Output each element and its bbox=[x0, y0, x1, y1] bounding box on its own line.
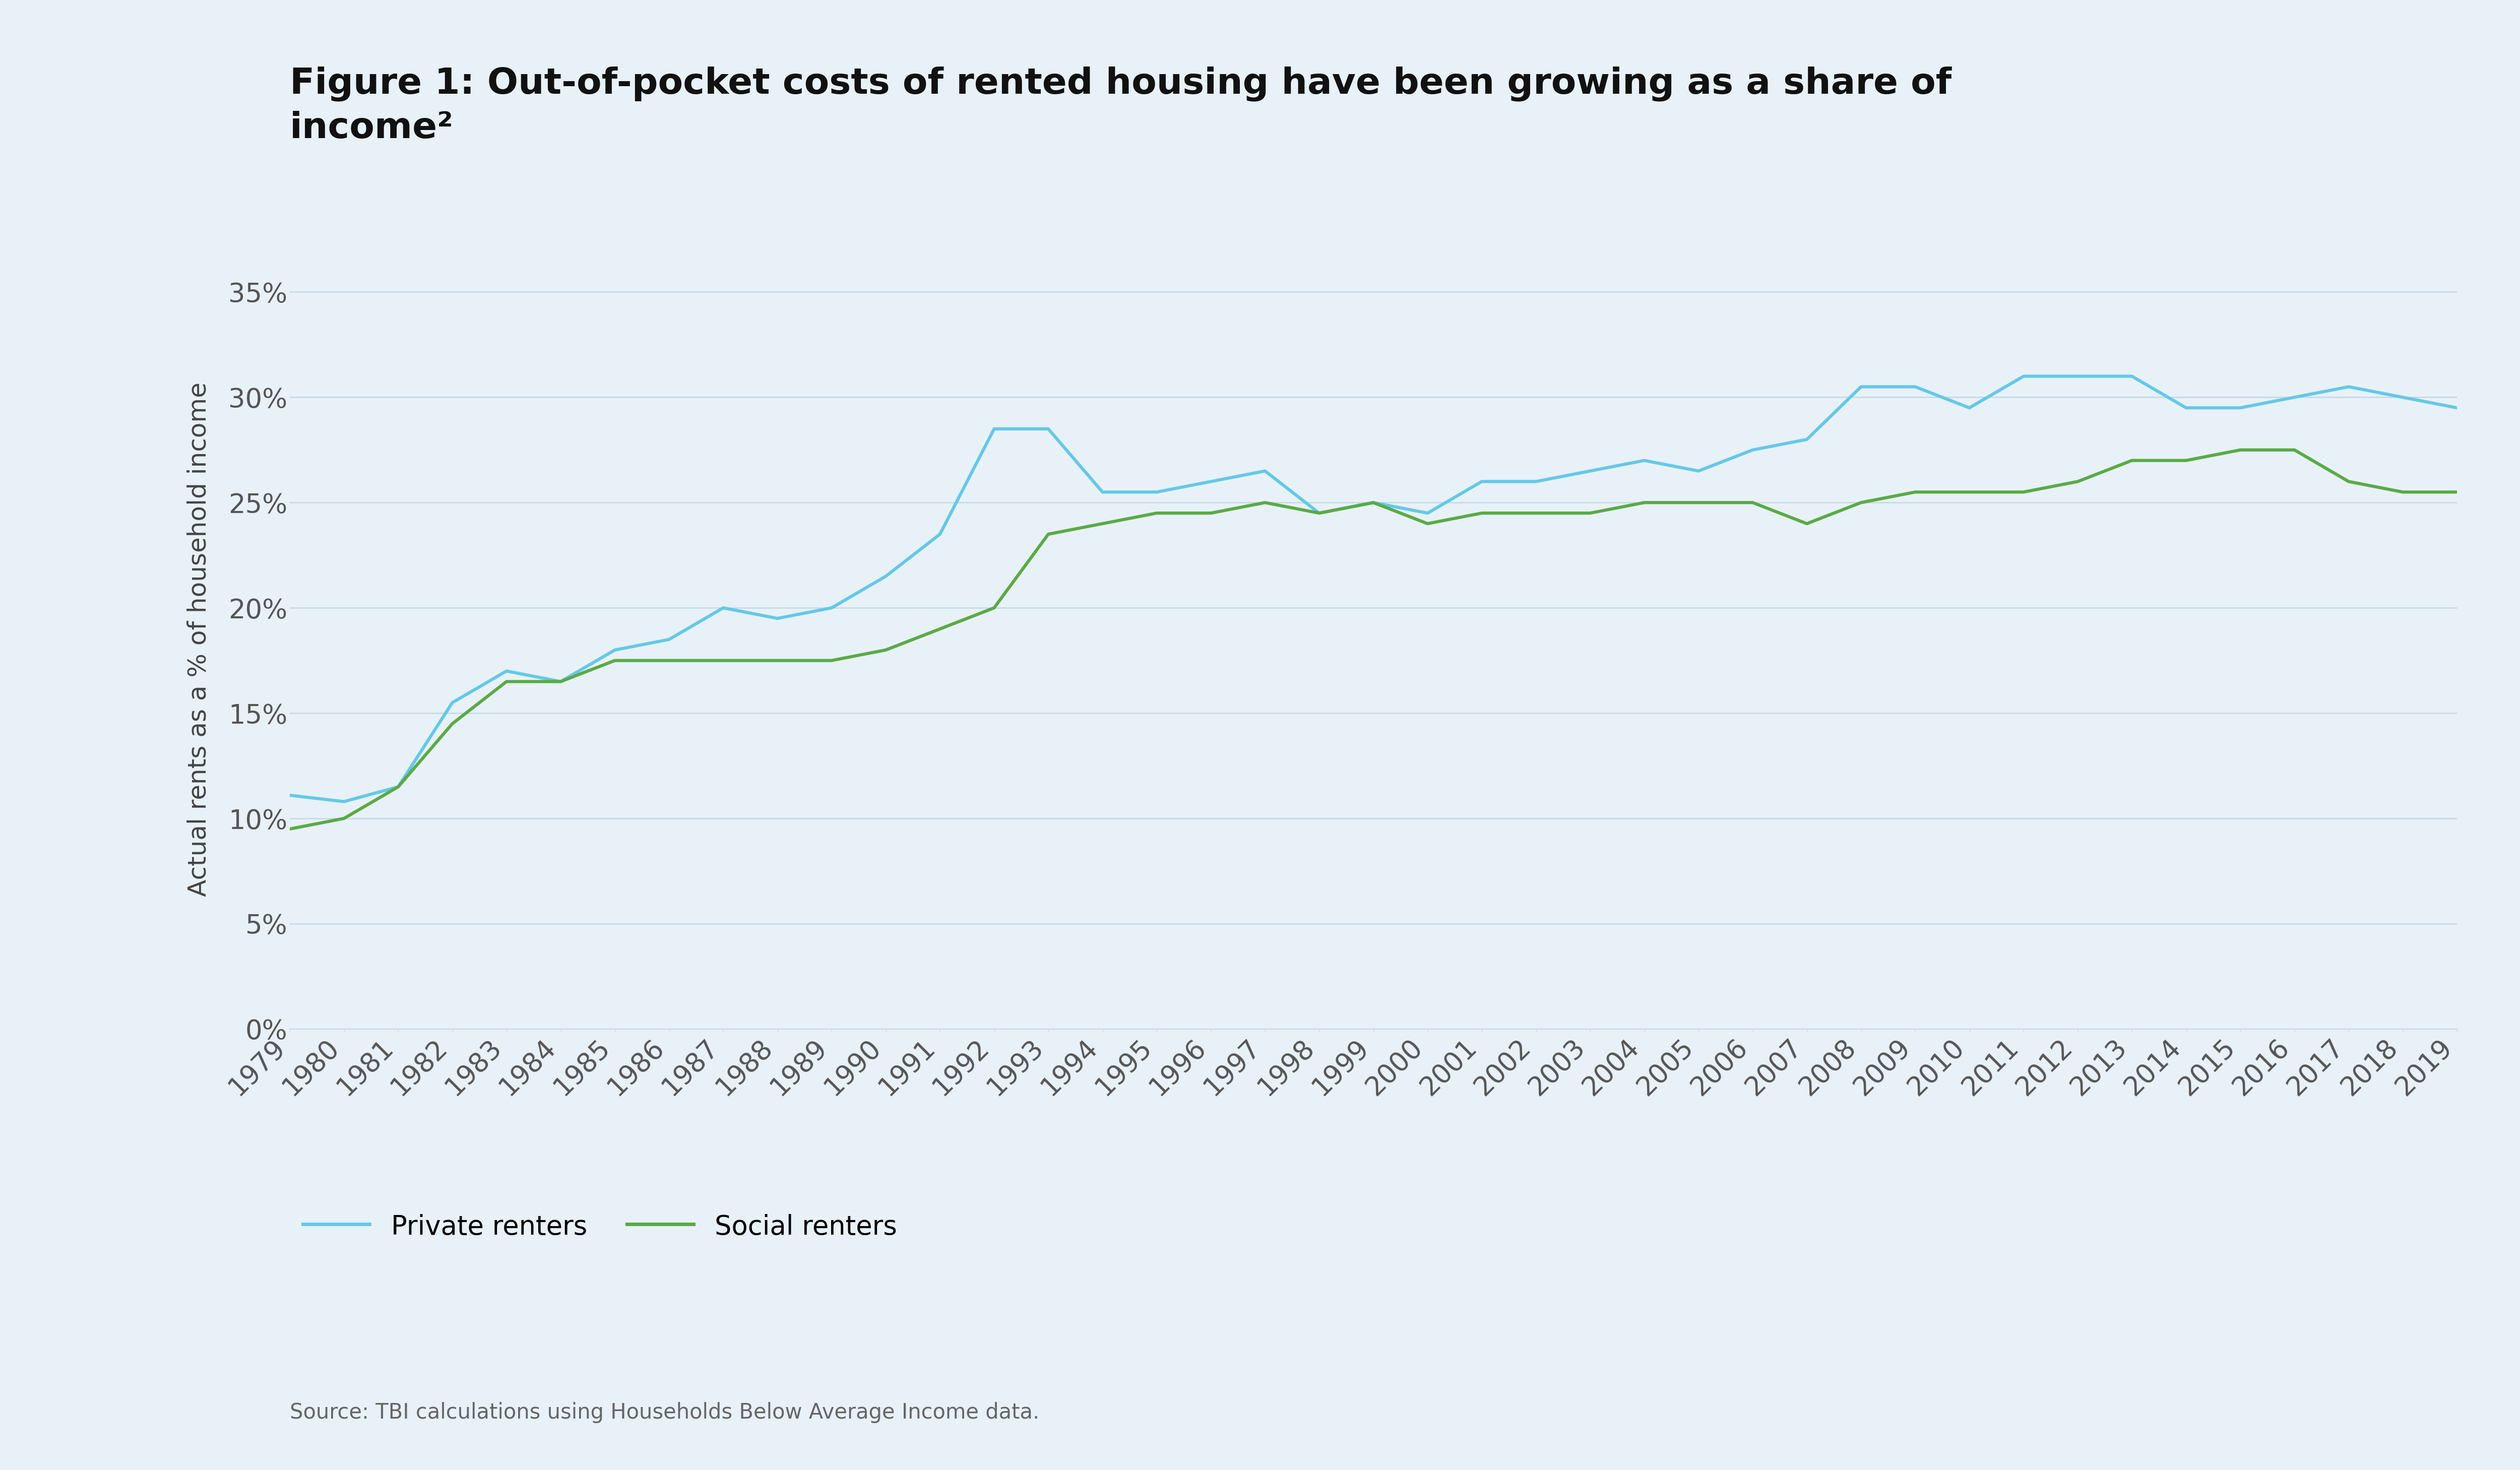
Social renters bbox=[1358, 494, 1389, 512]
Social renters bbox=[2008, 484, 2039, 501]
Private renters bbox=[872, 567, 902, 585]
Private renters bbox=[328, 792, 360, 810]
Social renters bbox=[2172, 451, 2202, 469]
Private renters bbox=[2442, 398, 2472, 416]
Social renters bbox=[491, 673, 522, 691]
Social renters bbox=[1630, 494, 1661, 512]
Private renters bbox=[1358, 494, 1389, 512]
Text: Source: TBI calculations using Households Below Average Income data.: Source: TBI calculations using Household… bbox=[290, 1402, 1038, 1423]
Social renters bbox=[1197, 504, 1227, 522]
Private renters bbox=[2008, 368, 2039, 385]
Social renters bbox=[2442, 484, 2472, 501]
Private renters bbox=[1900, 378, 1930, 395]
Private renters bbox=[2225, 398, 2255, 416]
Social renters bbox=[1845, 494, 1875, 512]
Social renters bbox=[761, 651, 791, 669]
Private renters bbox=[925, 525, 955, 542]
Private renters bbox=[1845, 378, 1875, 395]
Private renters bbox=[1739, 441, 1769, 459]
Social renters bbox=[1142, 504, 1172, 522]
Line: Private renters: Private renters bbox=[290, 376, 2457, 801]
Social renters bbox=[1411, 514, 1441, 532]
Social renters bbox=[1792, 514, 1822, 532]
Social renters bbox=[655, 651, 685, 669]
Social renters bbox=[275, 820, 305, 838]
Social renters bbox=[708, 651, 738, 669]
Social renters bbox=[600, 651, 630, 669]
Private renters bbox=[1142, 484, 1172, 501]
Private renters bbox=[600, 641, 630, 659]
Social renters bbox=[1739, 494, 1769, 512]
Social renters bbox=[1250, 494, 1280, 512]
Social renters bbox=[1467, 504, 1497, 522]
Private renters bbox=[2061, 368, 2092, 385]
Social renters bbox=[544, 673, 575, 691]
Private renters bbox=[1089, 484, 1119, 501]
Private renters bbox=[1305, 504, 1336, 522]
Social renters bbox=[925, 620, 955, 638]
Private renters bbox=[2334, 378, 2364, 395]
Private renters bbox=[816, 600, 847, 617]
Social renters bbox=[1956, 484, 1986, 501]
Private renters bbox=[1033, 420, 1063, 438]
Private renters bbox=[2281, 388, 2311, 406]
Private renters bbox=[1522, 473, 1552, 491]
Social renters bbox=[2061, 473, 2092, 491]
Social renters bbox=[383, 778, 413, 795]
Legend: Private renters, Social renters: Private renters, Social renters bbox=[302, 1214, 897, 1241]
Social renters bbox=[1033, 525, 1063, 542]
Private renters bbox=[1467, 473, 1497, 491]
Private renters bbox=[1197, 473, 1227, 491]
Private renters bbox=[978, 420, 1008, 438]
Social renters bbox=[816, 651, 847, 669]
Y-axis label: Actual rents as a % of household income: Actual rents as a % of household income bbox=[186, 382, 212, 897]
Private renters bbox=[1575, 462, 1605, 479]
Private renters bbox=[2117, 368, 2147, 385]
Private renters bbox=[1250, 462, 1280, 479]
Private renters bbox=[1792, 431, 1822, 448]
Private renters bbox=[2172, 398, 2202, 416]
Private renters bbox=[544, 673, 575, 691]
Social renters bbox=[1683, 494, 1714, 512]
Private renters bbox=[1630, 451, 1661, 469]
Private renters bbox=[1411, 504, 1441, 522]
Private renters bbox=[438, 694, 469, 711]
Social renters bbox=[872, 641, 902, 659]
Social renters bbox=[1522, 504, 1552, 522]
Social renters bbox=[1575, 504, 1605, 522]
Private renters bbox=[761, 610, 791, 628]
Private renters bbox=[1956, 398, 1986, 416]
Social renters bbox=[1900, 484, 1930, 501]
Text: Figure 1: Out-of-pocket costs of rented housing have been growing as a share of
: Figure 1: Out-of-pocket costs of rented … bbox=[290, 66, 1950, 146]
Social renters bbox=[2225, 441, 2255, 459]
Private renters bbox=[491, 662, 522, 679]
Social renters bbox=[1305, 504, 1336, 522]
Private renters bbox=[275, 786, 305, 804]
Social renters bbox=[1089, 514, 1119, 532]
Social renters bbox=[2334, 473, 2364, 491]
Private renters bbox=[383, 778, 413, 795]
Private renters bbox=[655, 631, 685, 648]
Social renters bbox=[978, 600, 1008, 617]
Social renters bbox=[2281, 441, 2311, 459]
Private renters bbox=[2389, 388, 2419, 406]
Social renters bbox=[2389, 484, 2419, 501]
Line: Social renters: Social renters bbox=[290, 450, 2457, 829]
Social renters bbox=[438, 714, 469, 732]
Social renters bbox=[2117, 451, 2147, 469]
Private renters bbox=[708, 600, 738, 617]
Private renters bbox=[1683, 462, 1714, 479]
Social renters bbox=[328, 810, 360, 828]
